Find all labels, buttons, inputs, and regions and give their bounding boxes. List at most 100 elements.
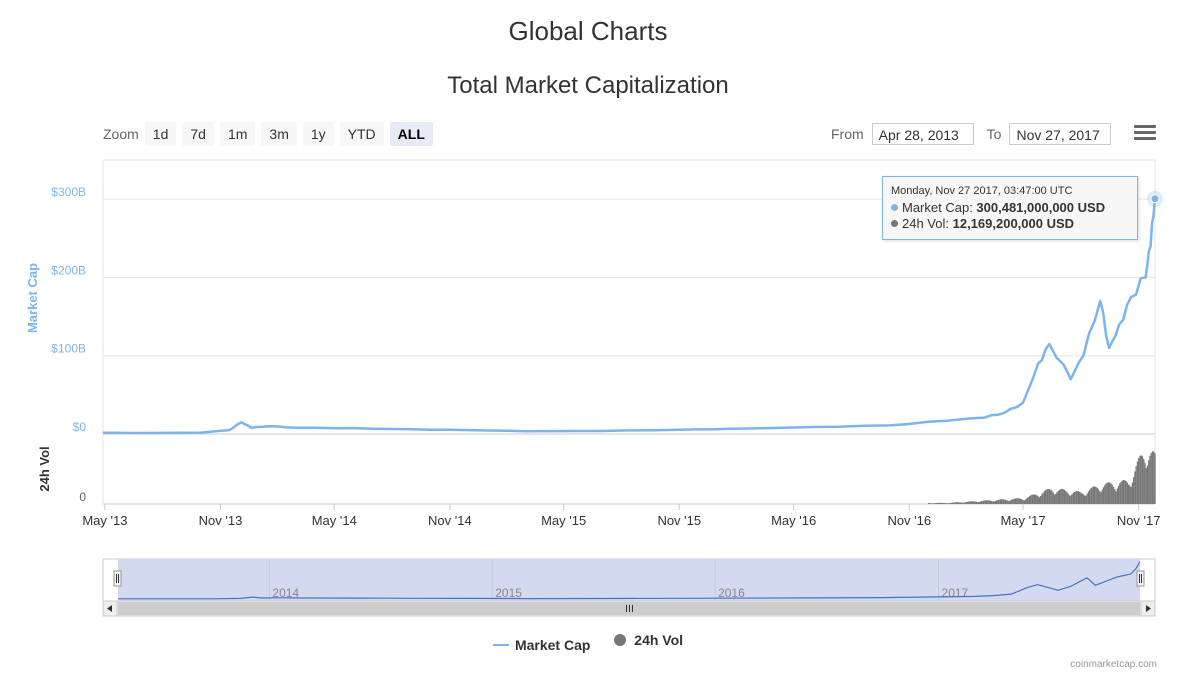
volume-bar — [1043, 491, 1046, 504]
volume-bar — [1081, 493, 1083, 504]
volume-bar — [1048, 489, 1051, 504]
credits-link[interactable]: coinmarketcap.com — [1070, 659, 1157, 670]
tooltip-header: Monday, Nov 27 2017, 03:47:00 UTC — [891, 185, 1073, 197]
volume-bar — [964, 502, 966, 504]
volume-bar — [1090, 488, 1092, 504]
volume-bar — [939, 502, 941, 504]
volume-bar — [1151, 451, 1154, 504]
chart-menu-icon[interactable] — [1134, 125, 1156, 143]
navigator-left-handle[interactable] — [113, 570, 122, 587]
volume-bar — [936, 502, 939, 504]
volume-bar — [948, 503, 950, 504]
volume-bar — [1023, 500, 1025, 504]
volume-bar — [1027, 497, 1029, 504]
volume-bar — [1082, 494, 1084, 504]
volume-bar — [1071, 494, 1073, 504]
circle-symbol-icon — [614, 634, 627, 646]
zoom-button-all[interactable]: ALL — [389, 122, 433, 146]
volume-bar — [1012, 499, 1014, 504]
x-tick-label: Nov '17 — [1117, 513, 1161, 528]
from-label: From — [831, 126, 864, 142]
volume-bar — [1070, 495, 1072, 504]
volume-tick-label: 0 — [79, 490, 86, 504]
volume-bar — [974, 501, 976, 504]
volume-bar — [1100, 492, 1102, 504]
volume-bar — [1146, 465, 1149, 504]
zoom-button-1y[interactable]: 1y — [302, 122, 334, 146]
volume-bar — [1058, 489, 1061, 504]
zoom-button-ytd[interactable]: YTD — [339, 122, 384, 146]
volume-bar — [982, 500, 984, 504]
zoom-button-1d[interactable]: 1d — [144, 122, 177, 146]
volume-bar — [1122, 480, 1125, 504]
volume-bar — [1128, 484, 1130, 504]
volume-bar — [998, 499, 1000, 504]
volume-axis-title: 24h Vol — [37, 446, 52, 491]
volume-bar — [1111, 484, 1113, 504]
zoom-button-7d[interactable]: 7d — [182, 122, 214, 146]
volume-bar — [930, 503, 932, 504]
x-tick-label: Nov '14 — [428, 513, 472, 528]
volume-bar — [1096, 487, 1098, 504]
navigator[interactable]: 2014 2015 2016 2017 — [102, 558, 1156, 602]
volume-bar — [938, 502, 940, 504]
volume-bar — [1042, 492, 1044, 504]
volume-bar — [1007, 500, 1009, 504]
y-tick-label: $100B — [51, 342, 86, 356]
volume-bar — [1018, 498, 1020, 504]
volume-bar — [1045, 490, 1047, 504]
volume-bar — [1099, 491, 1101, 504]
chart-legend: Market Cap 24h Vol — [0, 632, 1176, 653]
volume-bar — [989, 500, 991, 504]
volume-bar — [1013, 498, 1015, 504]
volume-bar — [1140, 455, 1142, 504]
volume-bar — [1041, 494, 1043, 504]
volume-bar — [1022, 499, 1024, 504]
from-date-input[interactable]: Apr 28, 2013 — [871, 123, 974, 145]
chart-title: Total Market Capitalization — [447, 72, 729, 99]
navigator-right-handle[interactable] — [1136, 570, 1145, 587]
volume-bar — [1036, 495, 1038, 504]
chevron-right-icon — [1146, 605, 1151, 612]
volume-bar — [943, 502, 945, 504]
legend-item-market-cap[interactable]: Market Cap — [492, 637, 590, 653]
volume-bar — [1053, 494, 1056, 504]
volume-bar — [1129, 485, 1131, 504]
navigator-label: 2015 — [495, 586, 522, 600]
volume-bar — [984, 500, 986, 504]
volume-bar — [962, 502, 964, 504]
volume-bar — [950, 502, 953, 504]
volume-bar — [933, 503, 935, 504]
tooltip-market-cap-row: Market Cap: 300,481,000,000 USD — [891, 200, 1129, 215]
volume-bar — [1104, 485, 1106, 504]
zoom-label: Zoom — [103, 126, 139, 142]
volume-bar — [1101, 489, 1103, 504]
volume-bar — [1150, 452, 1152, 504]
volume-bar — [1130, 487, 1132, 504]
tooltip-volume-row: 24h Vol: 12,169,200,000 USD — [891, 216, 1129, 231]
volume-bar — [955, 502, 958, 504]
zoom-button-1m[interactable]: 1m — [219, 122, 256, 146]
volume-bar — [1085, 495, 1087, 504]
to-label: To — [986, 126, 1002, 142]
legend-item-volume[interactable]: 24h Vol — [614, 632, 683, 648]
zoom-button-3m[interactable]: 3m — [261, 122, 297, 146]
volume-bar — [942, 502, 944, 504]
volume-bar — [1051, 490, 1053, 504]
volume-bar — [1120, 481, 1122, 504]
volume-bar — [997, 500, 999, 504]
volume-bar — [1021, 499, 1023, 504]
volume-bar — [1079, 491, 1081, 504]
navigator-label: 2014 — [272, 586, 299, 600]
volume-bar — [1112, 486, 1115, 504]
tooltip-market-cap-value: 300,481,000,000 USD — [976, 200, 1106, 215]
volume-bar — [979, 501, 981, 504]
x-tick-label: May '16 — [771, 513, 816, 528]
volume-bar — [1063, 489, 1066, 504]
volume-bar — [960, 502, 963, 504]
volume-bar — [1139, 455, 1141, 504]
volume-bar — [987, 500, 989, 504]
to-date-input[interactable]: Nov 27, 2017 — [1009, 123, 1112, 145]
navigator-scrollbar[interactable] — [102, 600, 1156, 617]
market-cap-hover-marker — [1150, 194, 1160, 204]
